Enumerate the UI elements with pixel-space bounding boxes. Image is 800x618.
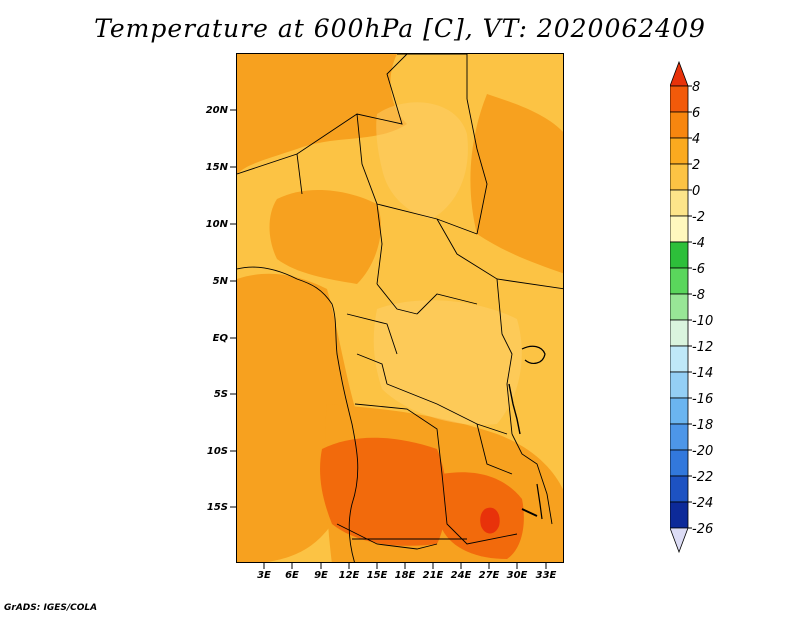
colorbar-box [670,215,689,243]
colorbar-label: -10 [692,314,713,329]
colorbar-label: -20 [692,444,713,459]
lon-label: 33E [536,570,557,581]
colorbar-box [670,319,689,347]
colorbar-label: 6 [692,106,700,121]
colorbar-label: -26 [692,522,713,537]
colorbar-box [670,85,689,113]
colorbar-box [670,267,689,295]
temperature-map [236,53,564,563]
colorbar-label: 4 [692,132,700,147]
chart-title: Temperature at 600hPa [C], VT: 202006240… [94,14,706,43]
lat-label: 15N [206,162,229,173]
colorbar-box [670,241,689,269]
lat-label: 5N [213,276,229,287]
field-angola-hot [320,437,447,546]
colorbar-box [670,293,689,321]
field-hotspot [480,507,500,534]
field-nigeria-warm [269,189,381,284]
colorbar-box [670,371,689,399]
colorbar-label: -14 [692,366,713,381]
colorbar-label: 0 [692,184,700,199]
lon-label: 9E [314,570,328,581]
lat-label: 15S [207,502,228,513]
colorbar-box [670,111,689,139]
lat-label: 20N [206,105,229,116]
colorbar-label: -2 [692,210,705,225]
colorbar-box [670,423,689,451]
lake-kariba [521,508,538,517]
lon-label: 30E [507,570,528,581]
colorbar: 8 6 4 2 0 -2 -4 -6 -8 -10 -12 -14 -16 -18 -20 -22 -24 -26 [670,60,713,554]
lon-label: 3E [257,570,271,581]
colorbar-label: 2 [692,158,700,173]
colorbar-label: -6 [692,262,705,277]
colorbar-label: -4 [692,236,705,251]
longitude-axis: 3E 6E 9E 12E 15E 18E 21E 24E 27E 30E 33E [257,563,557,581]
lat-label: EQ [213,333,229,344]
colorbar-box [670,449,689,477]
colorbar-box [670,345,689,373]
lake-malawi [536,483,543,520]
lat-label: 5S [214,389,228,400]
colorbar-label: -8 [692,288,705,303]
lon-label: 21E [423,570,444,581]
colorbar-label: -16 [692,392,713,407]
footer-credit: GrADS: IGES/COLA [4,603,98,613]
colorbar-box [670,189,689,217]
lon-label: 15E [367,570,388,581]
lon-label: 18E [395,570,416,581]
lat-label: 10N [206,219,229,230]
colorbar-box [670,501,689,529]
colorbar-label: -12 [692,340,713,355]
field-sahara-warm [237,54,407,174]
colorbar-label: 8 [692,80,700,95]
colorbar-under-arrow [670,527,689,554]
colorbar-label: -24 [692,496,713,511]
colorbar-label: -22 [692,470,713,485]
lake-victoria [521,345,546,364]
lake-tanganyika [508,383,521,435]
field-northeast-warm [470,94,563,274]
colorbar-label: -18 [692,418,713,433]
colorbar-box [670,475,689,503]
latitude-axis: 20N 15N 10N 5N EQ 5S 10S 15S [206,105,236,513]
lon-label: 27E [479,570,500,581]
colorbar-box [670,137,689,165]
lon-label: 6E [285,570,299,581]
colorbar-box [670,397,689,425]
field-chad-cool [376,102,468,219]
coastline [237,266,359,562]
colorbar-box [670,163,689,191]
colorbar-over-arrow [670,60,689,87]
border-lines [237,54,563,550]
lon-label: 24E [451,570,472,581]
lat-label: 10S [207,446,228,457]
lon-label: 12E [339,570,360,581]
